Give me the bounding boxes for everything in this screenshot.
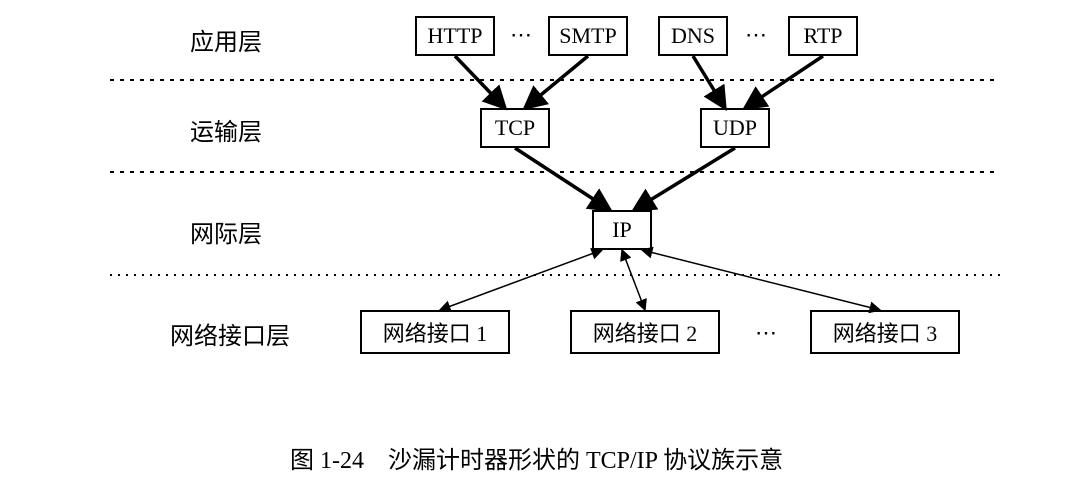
- box-if3: 网络接口 3: [810, 310, 960, 354]
- box-http: HTTP: [415, 16, 495, 56]
- arrow-rtp-udp: [745, 56, 823, 108]
- layer-label-link: 网络接口层: [170, 316, 290, 351]
- arrow-ip-if1: [440, 250, 602, 310]
- arrow-udp-ip: [634, 148, 735, 210]
- box-rtp: RTP: [788, 16, 858, 56]
- box-dns: DNS: [658, 16, 728, 56]
- arrow-ip-if3: [642, 250, 880, 310]
- arrow-dns-udp: [693, 56, 725, 108]
- arrow-ip-if2: [622, 250, 645, 310]
- arrow-tcp-ip: [515, 148, 610, 210]
- box-if1: 网络接口 1: [360, 310, 510, 354]
- ellipsis-link: ⋯: [755, 320, 779, 346]
- layer-label-transport: 运输层: [190, 112, 262, 147]
- box-udp: UDP: [700, 108, 770, 148]
- ellipsis-app-1: ⋯: [510, 22, 534, 48]
- ellipsis-app-2: ⋯: [745, 22, 769, 48]
- box-if2: 网络接口 2: [570, 310, 720, 354]
- layer-label-internet: 网际层: [190, 214, 262, 249]
- box-tcp: TCP: [480, 108, 550, 148]
- arrow-http-tcp: [455, 56, 505, 108]
- arrow-smtp-tcp: [525, 56, 588, 108]
- layer-label-application: 应用层: [190, 22, 262, 57]
- diagram-overlay: [0, 0, 1091, 501]
- box-smtp: SMTP: [548, 16, 628, 56]
- box-ip: IP: [592, 210, 652, 250]
- figure-caption: 图 1-24 沙漏计时器形状的 TCP/IP 协议族示意: [290, 440, 783, 475]
